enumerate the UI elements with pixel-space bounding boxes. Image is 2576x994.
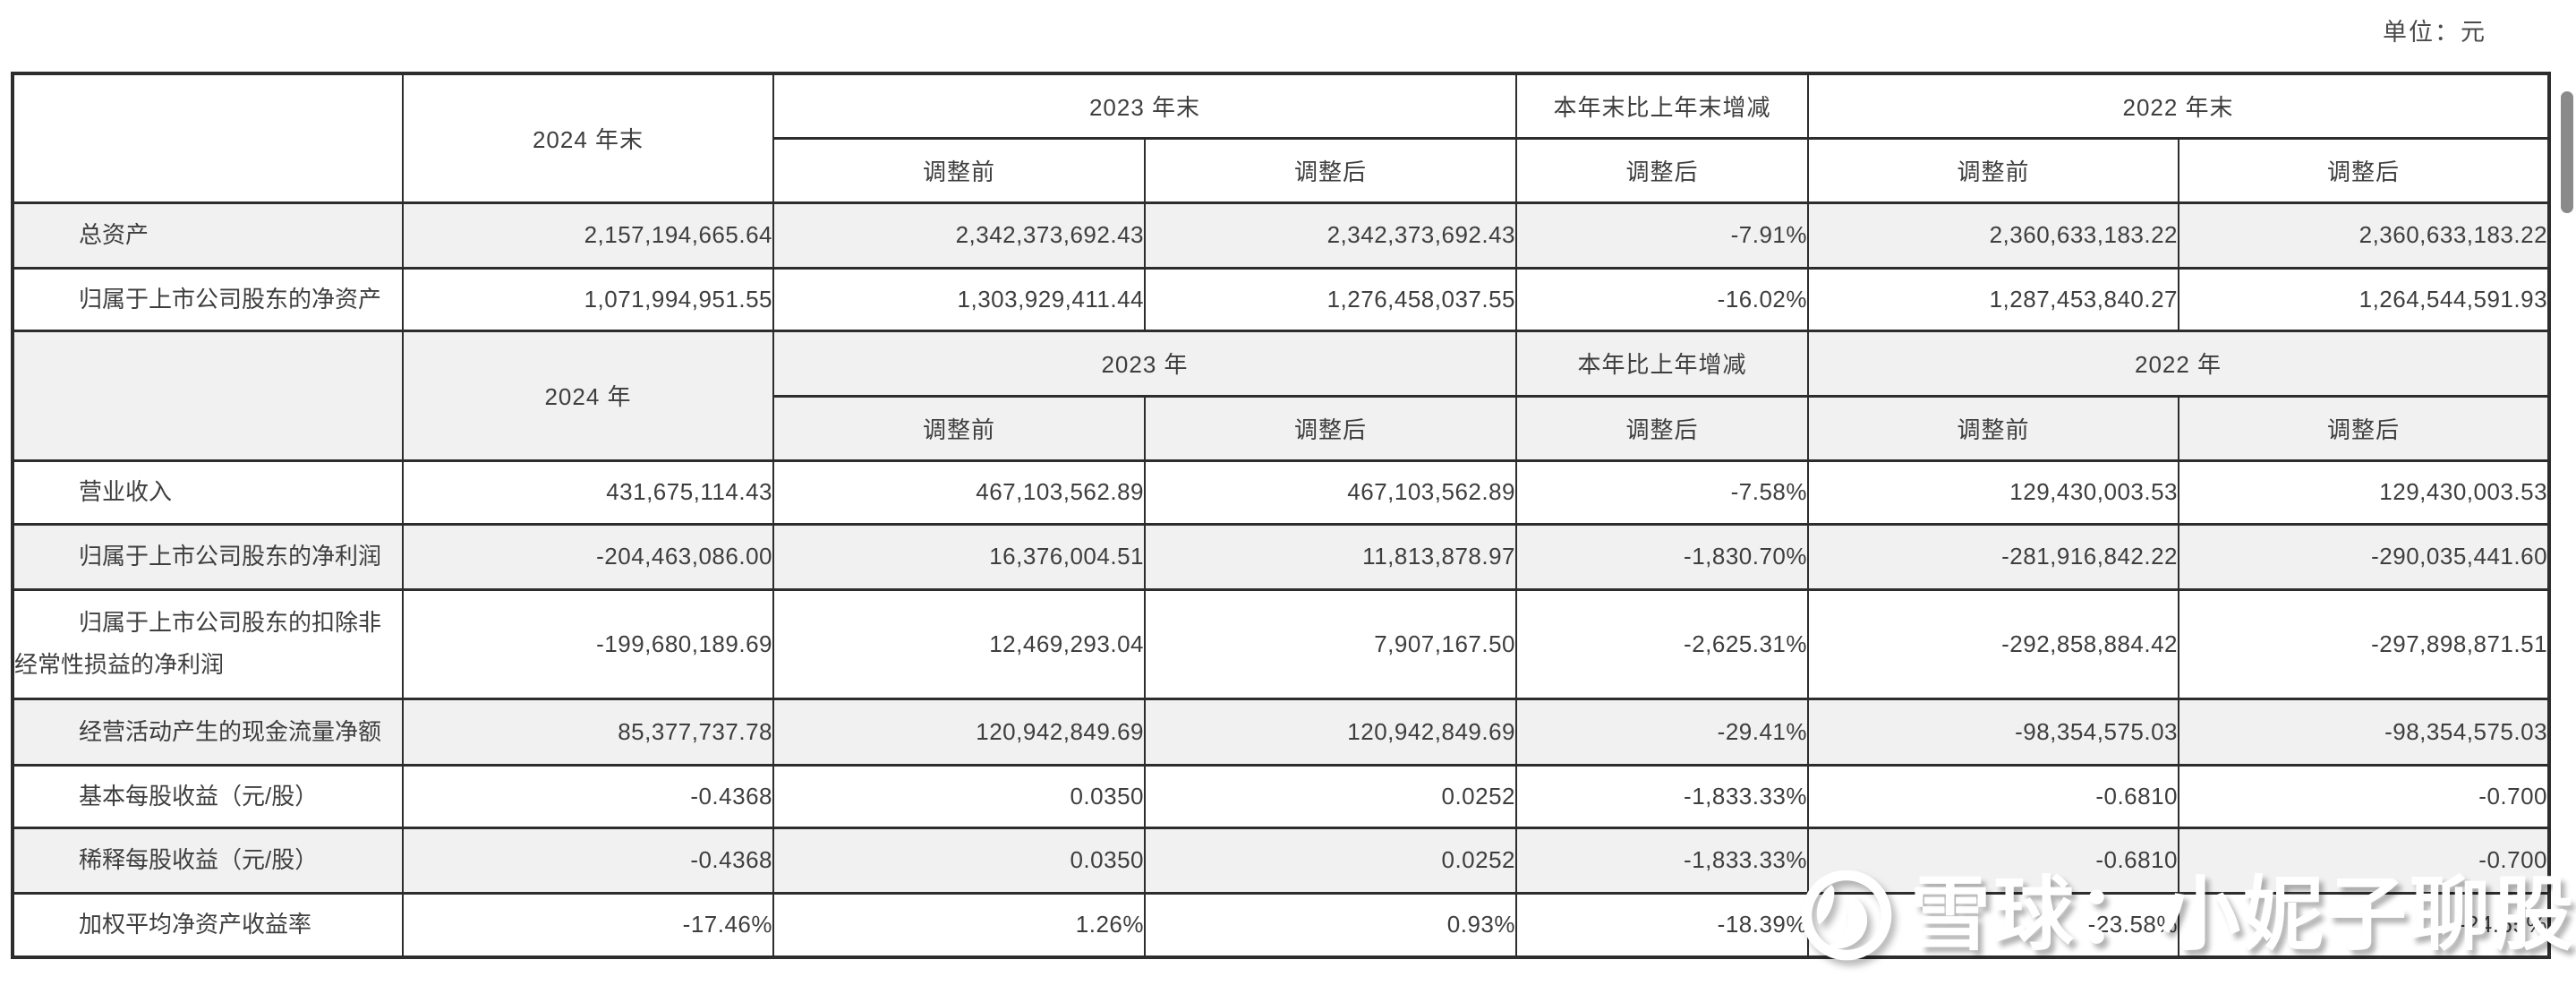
value-cell: -290,035,441.60 [2178, 522, 2551, 591]
subheader-2023-pre: 调整前 [772, 136, 1146, 204]
header-2023-yearend: 2023 年末 [772, 72, 1518, 140]
subheader-2023-post: 调整后 [1143, 394, 1518, 462]
header-blank-cell [12, 72, 404, 204]
subheader-2023-post: 调整后 [1143, 136, 1518, 204]
row-net-profit: 归属于上市公司股东的净利润 -204,463,086.00 16,376,004… [12, 522, 2551, 591]
subheader-change-post: 调整后 [1515, 136, 1810, 204]
value-cell: 431,675,114.43 [402, 458, 774, 526]
header-2024-yearend: 2024 年末 [402, 72, 774, 204]
header-row-yearend: 2024 年末 2023 年末 本年末比上年末增减 2022 年末 [12, 72, 2551, 204]
value-cell: 467,103,562.89 [772, 458, 1146, 526]
value-cell: 467,103,562.89 [1143, 458, 1518, 526]
row-total-assets: 总资产 2,157,194,665.64 2,342,373,692.43 2,… [12, 201, 2551, 270]
header-2022-yearend: 2022 年末 [1807, 72, 2551, 140]
label-cell: 加权平均净资产收益率 [12, 891, 404, 959]
xueqiu-watermark: 雪球：小妮子聊股 [1799, 865, 2576, 965]
header-change-year: 本年比上年增减 [1515, 329, 1810, 398]
value-cell: 12,469,293.04 [772, 587, 1146, 700]
subheader-2022-pre: 调整前 [1807, 394, 2180, 462]
row-revenue: 营业收入 431,675,114.43 467,103,562.89 467,1… [12, 458, 2551, 526]
value-cell: 0.93% [1143, 891, 1518, 959]
label-cell: 归属于上市公司股东的净资产 [12, 266, 404, 332]
vertical-scrollbar-thumb[interactable] [2561, 91, 2573, 213]
value-cell: 0.0252 [1143, 763, 1518, 829]
subheader-2022-pre: 调整前 [1807, 136, 2180, 204]
row-net-assets: 归属于上市公司股东的净资产 1,071,994,951.55 1,303,929… [12, 266, 2551, 332]
watermark-text: 雪球：小妮子聊股 [1910, 870, 2576, 960]
value-cell: 129,430,003.53 [1807, 458, 2180, 526]
value-cell: -1,833.33% [1515, 826, 1810, 895]
value-cell: -98,354,575.03 [2178, 697, 2551, 767]
row-operating-cash-flow: 经营活动产生的现金流量净额 85,377,737.78 120,942,849.… [12, 697, 2551, 767]
subheader-2022-post: 调整后 [2178, 136, 2551, 204]
xueqiu-snowball-logo-icon [1801, 870, 1892, 961]
value-cell: 120,942,849.69 [1143, 697, 1518, 767]
row-deducted-net-profit: 归属于上市公司股东的扣除非经常性损益的净利润 -199,680,189.69 1… [12, 587, 2551, 700]
header-2023-year: 2023 年 [772, 329, 1518, 398]
value-cell: 16,376,004.51 [772, 522, 1146, 591]
value-cell: 120,942,849.69 [772, 697, 1146, 767]
financial-summary-table: 2024 年末 2023 年末 本年末比上年末增减 2022 年末 调整前 调整… [11, 72, 2552, 959]
row-weighted-roe: 加权平均净资产收益率 -17.46% 1.26% 0.93% -18.39% -… [12, 891, 2551, 959]
label-cell: 稀释每股收益（元/股） [12, 826, 404, 895]
value-cell: -0.4368 [402, 826, 774, 895]
value-cell: -17.46% [402, 891, 774, 959]
subheader-change-post: 调整后 [1515, 394, 1810, 462]
subheader-row-yearend: 调整前 调整后 调整后 调整前 调整后 [13, 136, 2551, 204]
label-cell: 归属于上市公司股东的净利润 [12, 522, 404, 591]
value-cell: 1,071,994,951.55 [402, 266, 774, 332]
label-cell: 经营活动产生的现金流量净额 [12, 697, 404, 767]
value-cell: -7.91% [1515, 201, 1810, 270]
value-cell: 2,342,373,692.43 [1143, 201, 1518, 270]
value-cell: -24.65% [2178, 891, 2551, 959]
value-cell: 2,360,633,183.22 [2178, 201, 2551, 270]
value-cell: -0.6810 [1807, 763, 2180, 829]
value-cell: -2,625.31% [1515, 587, 1810, 700]
value-cell: 85,377,737.78 [402, 697, 774, 767]
unit-label: 单位：元 [2383, 19, 2486, 46]
value-cell: 1,287,453,840.27 [1807, 266, 2180, 332]
value-cell: 0.0350 [772, 763, 1146, 829]
header-2022-year: 2022 年 [1807, 329, 2551, 398]
subheader-2023-pre: 调整前 [772, 394, 1146, 462]
value-cell: 7,907,167.50 [1143, 587, 1518, 700]
header-row-year: 2024 年 2023 年 本年比上年增减 2022 年 [12, 329, 2551, 462]
value-cell: 1,264,544,591.93 [2178, 266, 2551, 332]
value-cell: -1,830.70% [1515, 522, 1810, 591]
subheader-row-year: 调整前 调整后 调整后 调整前 调整后 [13, 394, 2551, 462]
header-change-yearend: 本年末比上年末增减 [1515, 72, 1810, 140]
header-blank-cell [12, 329, 404, 462]
value-cell: -199,680,189.69 [402, 587, 774, 700]
value-cell: -0.700 [2178, 763, 2551, 829]
value-cell: 0.0252 [1143, 826, 1518, 895]
value-cell: 1,276,458,037.55 [1143, 266, 1518, 332]
label-cell: 总资产 [12, 201, 404, 270]
header-2024-year: 2024 年 [402, 329, 774, 462]
value-cell: -204,463,086.00 [402, 522, 774, 591]
value-cell: 129,430,003.53 [2178, 458, 2551, 526]
value-cell: 2,360,633,183.22 [1807, 201, 2180, 270]
value-cell: -297,898,871.51 [2178, 587, 2551, 700]
row-basic-eps: 基本每股收益（元/股） -0.4368 0.0350 0.0252 -1,833… [12, 763, 2551, 829]
value-cell: -7.58% [1515, 458, 1810, 526]
value-cell: 1.26% [772, 891, 1146, 959]
label-cell: 基本每股收益（元/股） [12, 763, 404, 829]
value-cell: -98,354,575.03 [1807, 697, 2180, 767]
value-cell: 0.0350 [772, 826, 1146, 895]
value-cell: -29.41% [1515, 697, 1810, 767]
value-cell: -16.02% [1515, 266, 1810, 332]
value-cell: -281,916,842.22 [1807, 522, 2180, 591]
value-cell: 2,157,194,665.64 [402, 201, 774, 270]
value-cell: -1,833.33% [1515, 763, 1810, 829]
value-cell: 2,342,373,692.43 [772, 201, 1146, 270]
value-cell: -292,858,884.42 [1807, 587, 2180, 700]
value-cell: -0.4368 [402, 763, 774, 829]
value-cell: -18.39% [1515, 891, 1810, 959]
value-cell: -0.700 [2178, 826, 2551, 895]
subheader-2022-post: 调整后 [2178, 394, 2551, 462]
label-cell: 营业收入 [12, 458, 404, 526]
value-cell: 1,303,929,411.44 [772, 266, 1146, 332]
value-cell: 11,813,878.97 [1143, 522, 1518, 591]
label-cell: 归属于上市公司股东的扣除非经常性损益的净利润 [12, 587, 404, 700]
